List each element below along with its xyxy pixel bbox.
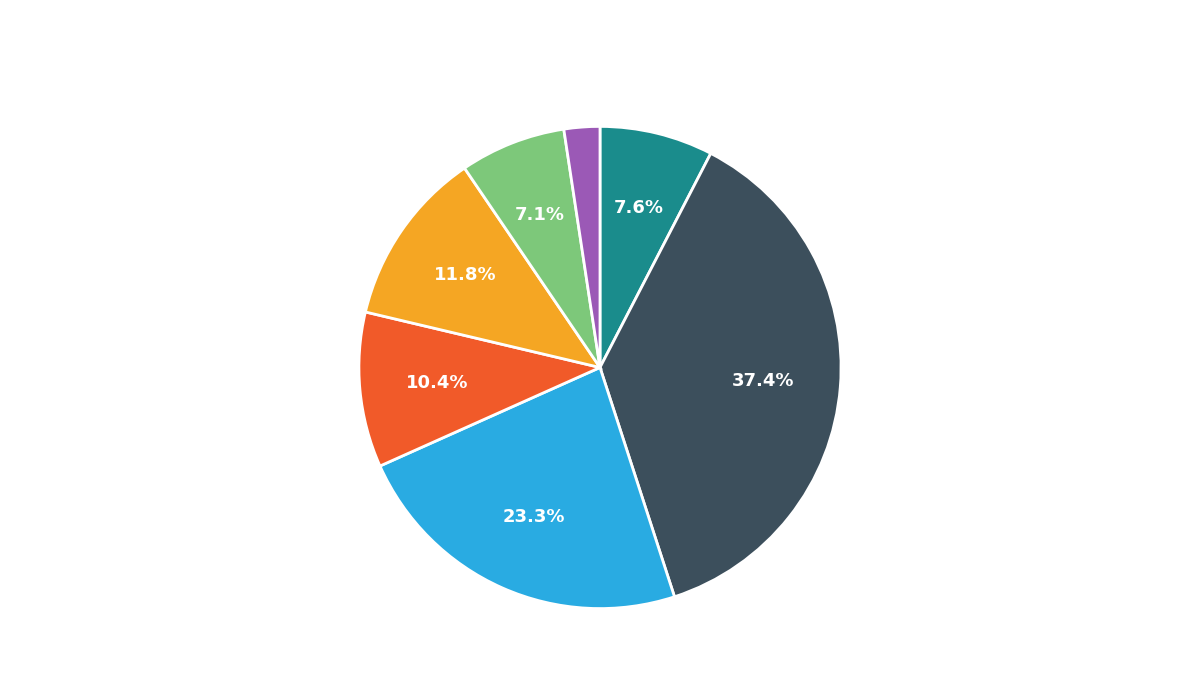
Wedge shape (464, 130, 600, 368)
Text: 10.4%: 10.4% (406, 374, 468, 392)
Text: 7.6%: 7.6% (613, 199, 664, 217)
Wedge shape (564, 127, 600, 368)
Wedge shape (359, 312, 600, 466)
Text: 37.4%: 37.4% (732, 372, 794, 390)
Wedge shape (380, 368, 674, 608)
Text: 23.3%: 23.3% (503, 508, 565, 526)
Wedge shape (600, 127, 710, 368)
Wedge shape (366, 168, 600, 368)
Text: 7.1%: 7.1% (515, 206, 565, 224)
Wedge shape (600, 153, 841, 597)
Text: 11.8%: 11.8% (433, 265, 497, 284)
